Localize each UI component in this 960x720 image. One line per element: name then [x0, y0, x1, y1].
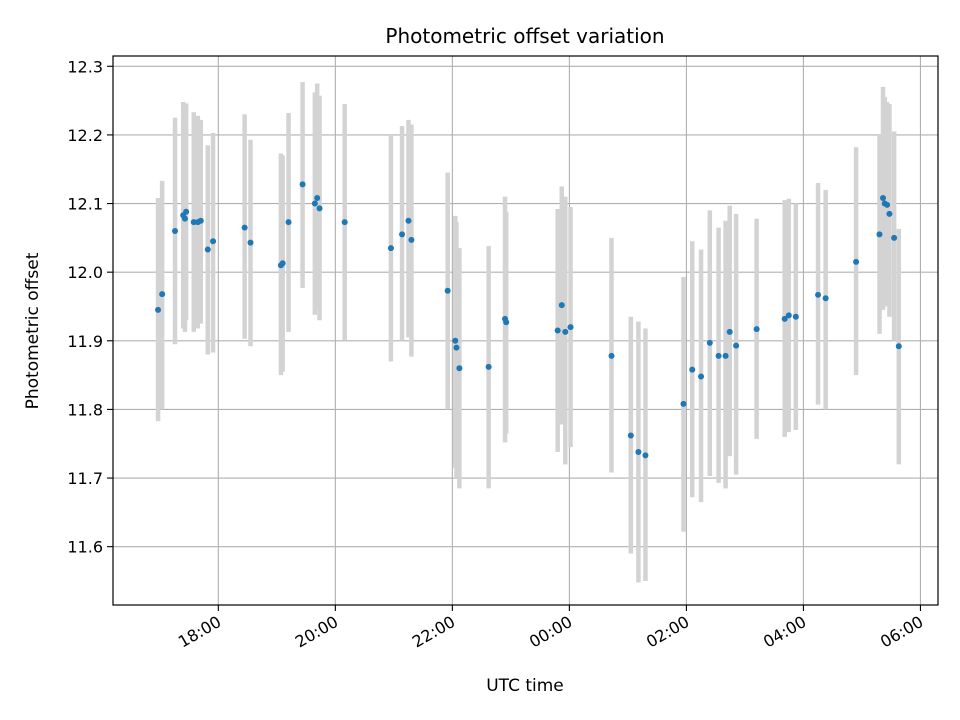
- y-tick-label: 11.7: [67, 469, 103, 488]
- data-point: [726, 328, 733, 335]
- data-point: [627, 432, 634, 439]
- data-point: [204, 246, 211, 253]
- data-point: [279, 260, 286, 267]
- data-point: [453, 344, 460, 351]
- data-point: [689, 366, 696, 373]
- data-point: [181, 215, 188, 222]
- data-point: [399, 231, 406, 238]
- data-point: [880, 195, 886, 202]
- data-point: [285, 219, 292, 226]
- data-point: [554, 327, 561, 334]
- data-point: [753, 326, 760, 333]
- plot-area-frame: [112, 55, 939, 606]
- data-point: [895, 343, 902, 350]
- y-tick-label: 12.2: [67, 126, 103, 145]
- data-point: [485, 363, 492, 370]
- data-point: [155, 306, 162, 313]
- data-point: [183, 208, 190, 215]
- data-point: [706, 339, 713, 346]
- y-tick-label: 11.9: [67, 332, 103, 351]
- data-point: [876, 231, 883, 238]
- data-point: [567, 324, 574, 331]
- data-point: [408, 236, 415, 243]
- y-tick-label: 12.0: [67, 263, 103, 282]
- data-point: [642, 452, 649, 459]
- y-tick-label: 11.8: [67, 400, 103, 419]
- data-point: [698, 373, 705, 380]
- data-point: [159, 291, 166, 298]
- data-point: [608, 352, 615, 359]
- data-point: [781, 315, 788, 322]
- data-point: [680, 400, 687, 407]
- data-point: [241, 224, 248, 231]
- data-point: [815, 291, 822, 298]
- data-point: [247, 239, 254, 246]
- data-point: [891, 234, 898, 241]
- data-point: [733, 342, 740, 349]
- data-point: [785, 312, 792, 319]
- data-point: [452, 337, 459, 344]
- y-axis-title: Photometric offset: [23, 252, 43, 409]
- data-point: [635, 448, 642, 455]
- data-point: [387, 245, 394, 252]
- chart-title: Photometric offset variation: [385, 24, 664, 48]
- data-point: [792, 313, 799, 320]
- data-point: [316, 205, 323, 212]
- data-point: [884, 201, 891, 208]
- data-point: [405, 217, 412, 224]
- data-point: [197, 217, 204, 224]
- data-point: [722, 352, 729, 359]
- data-point: [314, 195, 321, 202]
- data-point: [299, 181, 306, 188]
- x-axis-title: UTC time: [486, 676, 564, 696]
- data-point: [172, 227, 179, 234]
- data-point: [853, 258, 860, 265]
- data-points: [155, 181, 902, 459]
- y-tick-label: 11.6: [67, 538, 103, 557]
- data-point: [503, 319, 510, 326]
- data-point: [210, 238, 217, 245]
- y-tick-label: 12.1: [67, 195, 103, 214]
- data-point: [444, 287, 451, 294]
- grid: [113, 56, 938, 605]
- data-point: [456, 365, 463, 372]
- data-point: [311, 200, 318, 207]
- data-point: [822, 295, 829, 302]
- data-point: [886, 210, 893, 217]
- y-tick-label: 12.3: [67, 57, 103, 76]
- data-point: [558, 302, 565, 309]
- data-point: [562, 328, 569, 335]
- data-point: [341, 219, 348, 226]
- data-point: [715, 352, 722, 359]
